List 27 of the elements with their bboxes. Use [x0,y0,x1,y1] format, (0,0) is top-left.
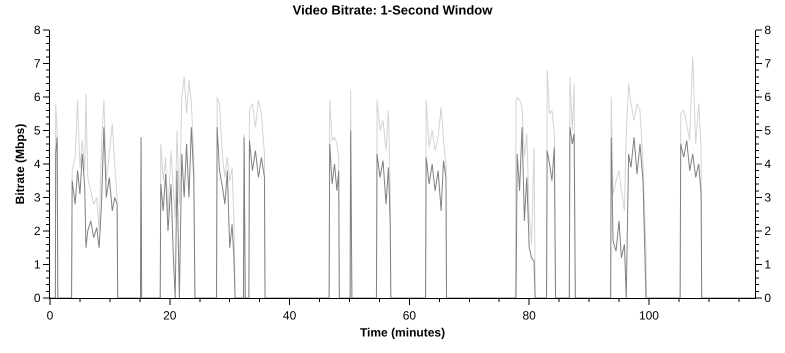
y2-tick-label: 7 [764,56,772,71]
chart-title: Video Bitrate: 1-Second Window [292,2,494,18]
y2-tick-label: 4 [764,157,772,172]
y-tick-label: 1 [34,258,41,272]
y-tick-label: 3 [34,190,41,205]
y-tick-label: 5 [34,124,41,138]
y2-tick-label: 6 [764,90,772,104]
x-tick-label: 100 [638,308,660,322]
y-tick-label: 6 [34,90,41,104]
y-tick-label: 8 [34,23,41,38]
x-axis-title: Time (minutes) [360,325,446,340]
y2-tick-label: 0 [764,291,772,306]
y-tick-label: 4 [34,157,41,172]
y-tick-label: 2 [34,224,41,238]
y-tick-label: 7 [34,56,41,71]
x-tick-label: 60 [402,308,416,322]
y2-tick-label: 8 [764,23,772,38]
x-tick-label: 20 [163,308,177,322]
y2-tick-label: 2 [764,224,772,238]
x-tick-label: 0 [46,308,54,322]
y2-tick-label: 1 [764,258,772,272]
x-tick-label: 40 [282,308,297,322]
y2-tick-label: 5 [764,124,772,138]
y-axis-title: Bitrate (Mbps) [13,124,28,204]
y-tick-label: 0 [34,291,41,306]
x-tick-label: 80 [522,308,536,322]
y2-tick-label: 3 [764,190,772,205]
